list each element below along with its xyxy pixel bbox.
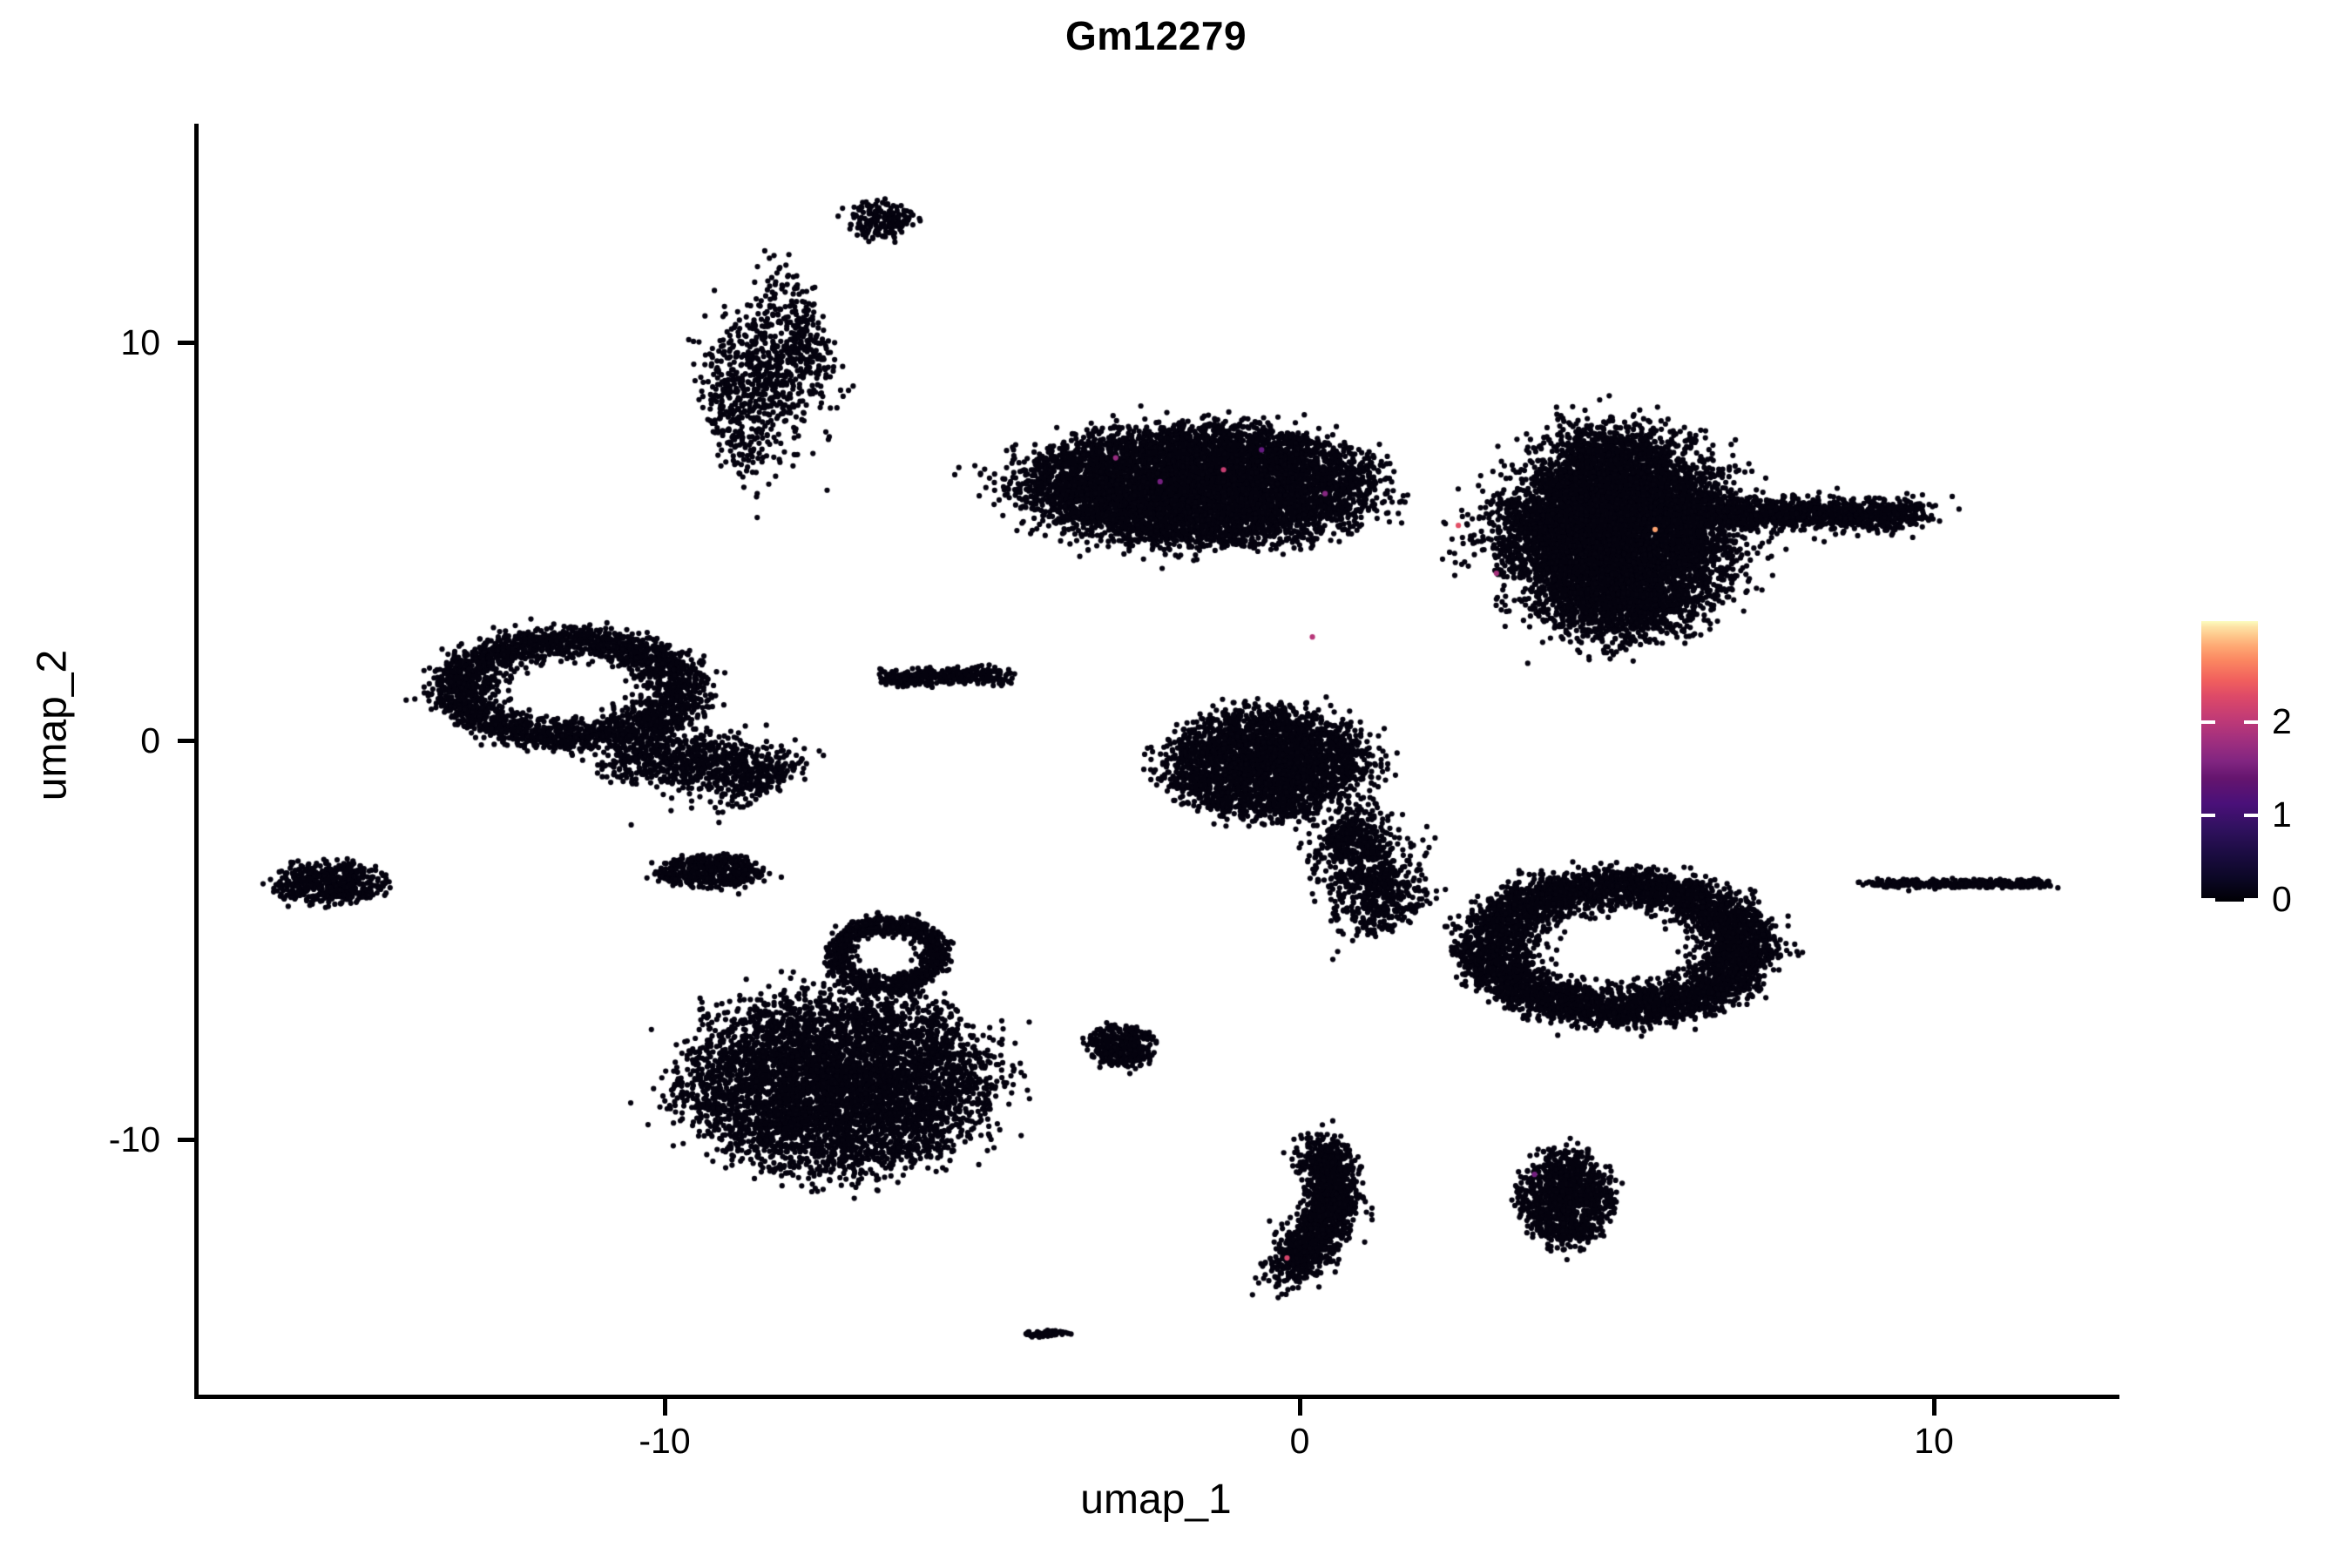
y-tick-label--10: -10 [108,1119,160,1159]
page-title: Gm12279 [0,12,2352,59]
legend-tick-mark-1-left [2201,814,2215,817]
y-tick-mark--10 [178,1138,194,1142]
x-tick-mark--10 [663,1399,667,1416]
x-axis-line [194,1395,2119,1399]
plot-title-text: Gm12279 [1064,13,1247,58]
legend-tick-mark-0-left [2201,898,2215,902]
legend-tick-label-0: 0 [2272,879,2292,919]
x-tick-label-10: 10 [1914,1421,1954,1461]
x-tick-mark-10 [1932,1399,1936,1416]
legend-tick-mark-0-right [2244,898,2258,902]
color-legend: 2 1 0 [2160,601,2352,932]
x-axis-title-text: umap_1 [1080,1477,1232,1523]
x-tick-label--10: -10 [639,1421,691,1461]
plot-panel [196,124,2117,1396]
x-tick-label-0: 0 [1289,1421,1310,1461]
legend-tick-mark-2-right [2244,720,2258,724]
color-legend-gradient-bar [2201,621,2258,902]
y-tick-mark-0 [178,739,194,743]
y-tick-mark-10 [178,341,194,345]
legend-tick-label-2: 2 [2272,701,2292,741]
x-tick-mark-0 [1298,1399,1302,1416]
legend-tick-label-1: 1 [2272,794,2292,835]
y-axis-line [194,124,199,1398]
legend-tick-mark-2-left [2201,720,2215,724]
legend-tick-mark-1-right [2244,814,2258,817]
y-tick-label-0: 0 [140,720,160,760]
x-axis-title: umap_1 [0,1476,2352,1524]
scatter-points-layer [196,124,2117,1396]
y-axis-title: umap_2 [29,649,76,801]
y-tick-label-10: 10 [120,322,160,362]
